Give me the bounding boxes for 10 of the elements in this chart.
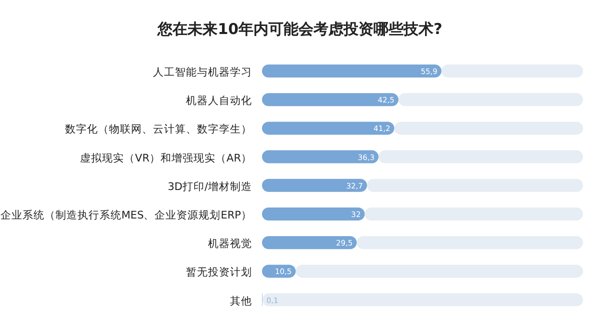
- category: 虚拟现实（VR）和增强现实（AR）: [80, 152, 252, 164]
- category: 暂无投资计划: [186, 266, 252, 279]
- category: 企业系统（制造执行系统MES、企业资源规划ERP）: [0, 210, 252, 222]
- category: 数字化（物联网、云计算、数字孪生）: [65, 124, 252, 136]
- category: 3D打印/增材制造: [168, 180, 252, 193]
- category: 其他: [230, 295, 252, 308]
- category: 人工智能与机器学习: [153, 66, 252, 78]
- category: 机器视觉: [208, 238, 252, 250]
- title: 您在未来10年内可能会考虑投资哪些技术?: [158, 20, 442, 38]
- category: 机器人自动化: [186, 95, 252, 108]
